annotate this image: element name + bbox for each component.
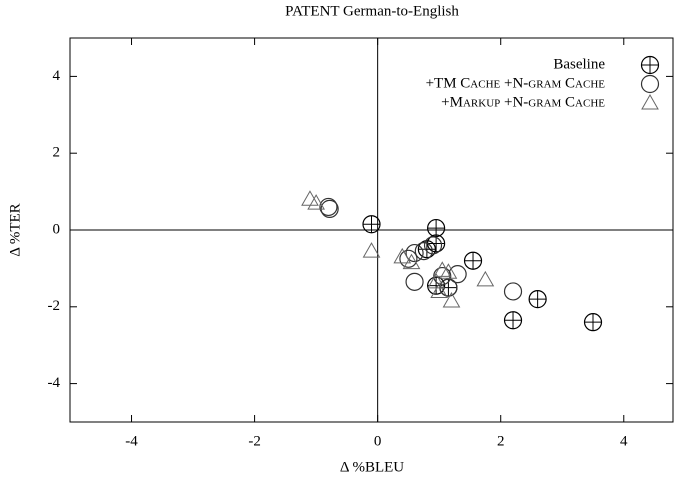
point: [442, 292, 461, 308]
point: [414, 242, 433, 261]
y-tick-label: 4: [53, 68, 61, 84]
point: [503, 282, 523, 301]
marker-shape: [301, 190, 319, 206]
point: [402, 253, 421, 270]
y-tick-label: -2: [48, 298, 61, 314]
point: [528, 290, 547, 309]
legend-marker: [640, 55, 660, 75]
marker-shape: [399, 249, 418, 268]
x-tick-label: 4: [620, 433, 628, 449]
point: [362, 242, 381, 258]
marker-shape: [640, 74, 660, 94]
marker-shape: [307, 194, 325, 210]
marker-shape: [414, 242, 433, 261]
marker-shape: [503, 282, 523, 301]
marker-shape: [402, 253, 421, 270]
point: [399, 249, 418, 268]
marker-shape: [433, 261, 452, 277]
y-tick-label: -4: [48, 375, 61, 391]
legend-marker: [641, 93, 659, 110]
point: [427, 276, 446, 295]
marker-shape: [427, 272, 445, 289]
marker-shape: [393, 247, 412, 264]
point: [463, 251, 483, 270]
y-tick-label: 0: [53, 221, 61, 237]
marker-shape: [362, 242, 381, 258]
point: [583, 313, 603, 332]
point: [427, 218, 446, 238]
point: [423, 236, 443, 255]
marker-shape: [442, 292, 461, 308]
marker-shape: [641, 93, 659, 110]
marker-shape: [476, 270, 495, 287]
chart-title: PATENT German-to-English: [285, 3, 459, 19]
point: [307, 194, 325, 210]
point: [430, 282, 449, 298]
point: [405, 243, 424, 263]
y-tick-label: 2: [53, 145, 61, 161]
x-tick-label: 2: [497, 433, 505, 449]
marker-shape: [430, 282, 449, 298]
legend-marker: [640, 74, 660, 94]
point: [476, 270, 495, 287]
x-tick-label: -2: [248, 433, 261, 449]
x-tick-label: 0: [374, 433, 382, 449]
point: [433, 261, 452, 277]
marker-shape: [319, 197, 338, 217]
point: [405, 272, 424, 291]
x-tick-label: -4: [125, 433, 138, 449]
x-axis-label: Δ %BLEU: [340, 459, 404, 475]
marker-shape: [405, 243, 424, 263]
point: [427, 272, 445, 289]
point: [439, 263, 458, 279]
point: [319, 197, 338, 217]
marker-shape: [405, 272, 424, 291]
point: [362, 215, 381, 234]
marker-shape: [423, 236, 443, 255]
point: [301, 190, 319, 206]
legend-label: Baseline: [553, 56, 605, 72]
legend-label: +TM Cache +N-gram Cache: [426, 75, 606, 91]
point: [503, 311, 523, 330]
legend-label: +Markup +N-gram Cache: [441, 94, 605, 110]
marker-shape: [439, 263, 458, 279]
point: [393, 247, 412, 264]
y-axis-label: Δ %TER: [7, 203, 23, 256]
